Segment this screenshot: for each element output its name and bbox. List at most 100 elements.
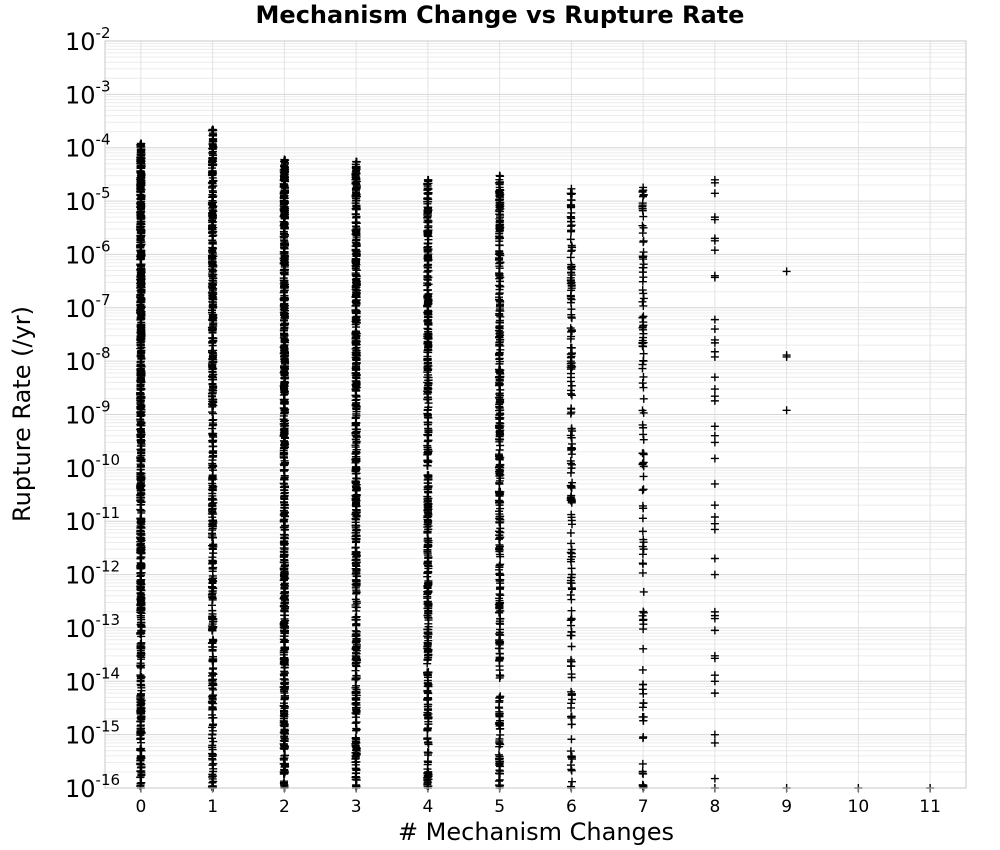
data-point [639, 435, 648, 444]
data-point [280, 482, 289, 491]
data-point [279, 601, 288, 610]
data-point [352, 525, 361, 534]
data-point [567, 325, 576, 334]
data-point [494, 413, 503, 422]
data-point [208, 772, 217, 781]
data-point [567, 358, 576, 367]
data-point [495, 179, 504, 188]
data-point [208, 635, 217, 644]
data-point [352, 491, 361, 500]
data-point [280, 475, 289, 484]
data-point [639, 273, 648, 282]
y-tick-label: 10-9 [65, 398, 111, 430]
data-point [208, 236, 217, 245]
data-point [567, 305, 576, 314]
x-tick-label: 7 [638, 797, 649, 817]
data-point [495, 649, 504, 658]
data-point [423, 262, 432, 271]
data-point [137, 490, 146, 499]
data-point [423, 239, 432, 248]
data-point [495, 446, 504, 455]
y-tick-exponent: -2 [96, 24, 111, 42]
data-point [495, 271, 504, 280]
data-point [208, 593, 217, 602]
data-point [209, 446, 218, 455]
data-point [639, 689, 648, 698]
data-point [496, 512, 505, 521]
x-tick-label: 11 [919, 797, 941, 817]
data-point [351, 178, 360, 187]
data-point [280, 467, 289, 476]
data-point [424, 376, 433, 385]
data-point [280, 223, 289, 232]
data-point [710, 438, 719, 447]
data-point [280, 397, 289, 406]
data-point [207, 179, 216, 188]
y-tick-base: 10 [65, 562, 96, 590]
data-point [136, 208, 145, 217]
data-point [136, 561, 145, 570]
data-point [710, 385, 719, 394]
data-point [136, 701, 145, 710]
data-point [495, 769, 504, 778]
data-point [496, 598, 505, 607]
data-point [208, 713, 217, 722]
data-point [136, 583, 145, 592]
data-point [495, 712, 504, 721]
data-point [352, 658, 361, 667]
data-point [496, 724, 505, 733]
data-point [208, 168, 217, 177]
data-point [351, 556, 360, 565]
data-point [208, 558, 217, 567]
data-point [710, 626, 719, 635]
data-point [495, 259, 504, 268]
data-point [424, 232, 433, 241]
data-point [137, 529, 146, 538]
data-point [567, 247, 576, 256]
data-point [495, 673, 504, 682]
data-point [567, 755, 576, 764]
data-point [351, 385, 360, 394]
data-point [639, 190, 648, 199]
data-point [566, 277, 575, 286]
data-point [352, 205, 361, 214]
data-point [495, 205, 504, 214]
data-point [423, 581, 432, 590]
data-point [351, 338, 360, 347]
data-point [351, 645, 360, 654]
data-point [638, 550, 647, 559]
data-point [352, 359, 361, 368]
y-tick-label: 10-4 [65, 131, 111, 163]
data-point [137, 279, 146, 288]
data-point [208, 504, 217, 513]
data-point [137, 763, 146, 772]
y-tick-exponent: -12 [96, 558, 121, 576]
data-point [136, 717, 145, 726]
data-point [566, 377, 575, 386]
data-point [424, 273, 433, 282]
data-point [208, 243, 217, 252]
data-point [567, 217, 576, 226]
data-point [351, 521, 360, 530]
data-point [279, 157, 288, 166]
data-point [567, 766, 576, 775]
data-point [352, 457, 361, 466]
data-point [496, 762, 505, 771]
y-tick-label: 10-16 [65, 771, 120, 803]
data-point [424, 218, 433, 227]
data-point [137, 546, 146, 555]
data-point [208, 354, 217, 363]
data-point [423, 668, 432, 677]
data-point [280, 379, 289, 388]
data-point [424, 568, 433, 577]
data-point [423, 406, 432, 415]
data-point [208, 223, 217, 232]
data-point [710, 273, 719, 282]
data-point [639, 357, 648, 366]
data-point [351, 675, 360, 684]
data-point [566, 528, 575, 537]
data-point [209, 623, 218, 632]
data-point [351, 755, 360, 764]
data-point [710, 338, 719, 347]
